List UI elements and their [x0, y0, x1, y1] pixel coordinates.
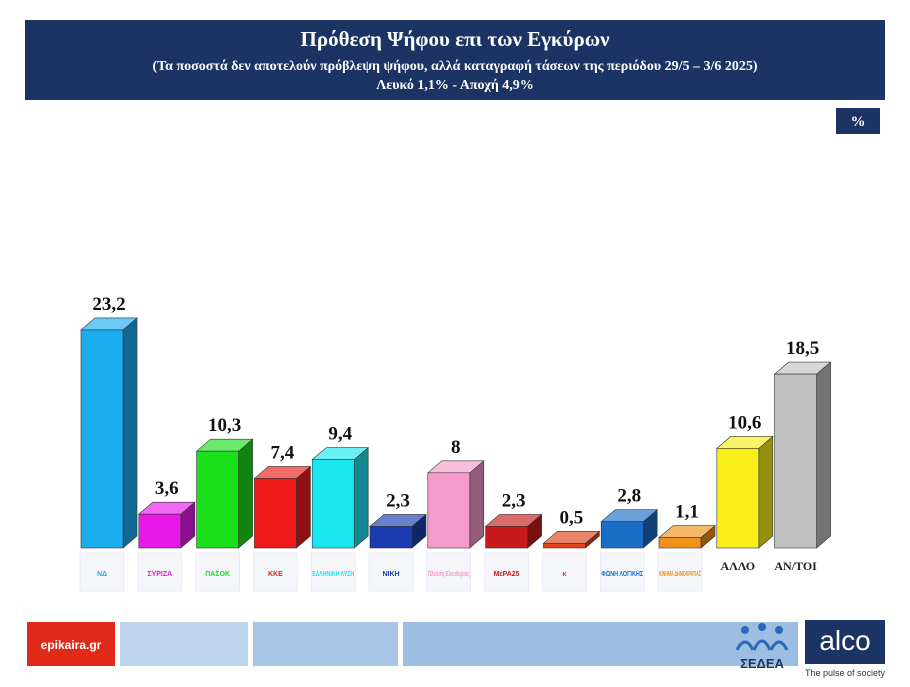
party-logo	[79, 552, 125, 592]
bar	[369, 526, 413, 549]
brand-tagline: The pulse of society	[805, 668, 886, 678]
value-label: 18,5	[786, 338, 819, 359]
source-label: epikaira.gr	[41, 638, 102, 652]
bar	[543, 542, 586, 549]
bar	[80, 329, 124, 549]
x-tick-label: ΠΑΣΟΚ	[205, 571, 230, 578]
party-logo	[426, 552, 472, 592]
bar	[196, 450, 239, 549]
bar	[311, 459, 355, 549]
bar	[138, 513, 182, 549]
value-label: 2,3	[502, 490, 526, 511]
source-box	[27, 622, 115, 666]
party-logo	[137, 552, 183, 592]
x-tick-label: Πλεύση Ελευθερίας	[428, 570, 470, 578]
bar-side	[238, 438, 253, 549]
value-label: 8	[451, 437, 461, 458]
unit-label: %	[851, 114, 866, 130]
unit-badge	[836, 108, 880, 134]
bar	[716, 448, 760, 549]
bar-side	[296, 465, 311, 549]
brand-box	[805, 620, 885, 664]
party-logo	[310, 552, 356, 592]
value-label: 10,3	[208, 415, 241, 436]
chart-title: Πρόθεση Ψήφου επι των Εγκύρων	[301, 27, 611, 51]
sedea-label: ΣΕΔΕΑ	[740, 656, 784, 671]
value-label: 10,6	[728, 412, 761, 433]
x-tick-label: ΑΝ/ΤΟΙ	[774, 559, 817, 573]
value-label: 23,2	[92, 294, 125, 315]
value-label: 2,8	[617, 486, 641, 507]
value-label: 1,1	[675, 502, 699, 523]
x-tick-label: ΚΚΕ	[268, 571, 283, 578]
bar-side	[758, 435, 774, 549]
chart-note: Λευκό 1,1% - Αποχή 4,9%	[376, 78, 534, 93]
party-logo	[542, 552, 587, 592]
sedea-logo: ΣΕΔΕΑ	[735, 623, 789, 671]
x-tick-label: ΚΙΝΗΜΑ ΔΗΜΟΚΡΑΤΙΑΣ	[659, 571, 701, 578]
party-logo	[657, 552, 703, 592]
x-tick-label: ΕΛΛΗΝΙΚΗ ΛΥΣΗ	[312, 571, 354, 578]
bar	[774, 373, 817, 549]
party-logo	[253, 552, 298, 592]
header-band	[25, 20, 885, 100]
bar-side	[816, 361, 831, 549]
bar-side	[353, 446, 369, 549]
x-tick-label: ΝΙΚΗ	[382, 571, 399, 578]
value-label: 0,5	[560, 507, 584, 528]
x-tick-label: ΦΩΝΗ ΛΟΓΙΚΗΣ	[601, 571, 643, 578]
bar	[254, 478, 297, 549]
bar	[427, 472, 471, 549]
value-label: 2,3	[386, 490, 410, 511]
footer-strip	[253, 622, 398, 666]
value-label: 3,6	[155, 478, 179, 499]
chart-subtitle: (Τα ποσοστά δεν αποτελούν πρόβλεψη ψήφου…	[152, 59, 757, 74]
x-tick-label: ΣΥΡΙΖΑ	[147, 571, 172, 578]
footer-strip	[120, 622, 248, 666]
party-logo	[484, 552, 529, 592]
x-tick-label: ΝΔ	[97, 571, 107, 578]
party-logo	[368, 552, 414, 592]
footer-strip	[403, 622, 798, 666]
x-tick-label: κ	[562, 571, 566, 578]
bar-side	[122, 317, 138, 549]
party-logo	[599, 552, 645, 592]
value-label: 7,4	[271, 442, 295, 463]
bar	[600, 521, 644, 549]
value-label: 9,4	[328, 424, 352, 445]
party-logo	[195, 552, 240, 592]
bar-side	[469, 460, 485, 549]
bar	[658, 537, 702, 549]
x-tick-label: ΑΛΛΟ	[721, 559, 756, 573]
x-tick-label: ΜέΡΑ25	[494, 571, 520, 578]
brand-label: alco	[819, 625, 870, 656]
bar	[485, 526, 528, 549]
